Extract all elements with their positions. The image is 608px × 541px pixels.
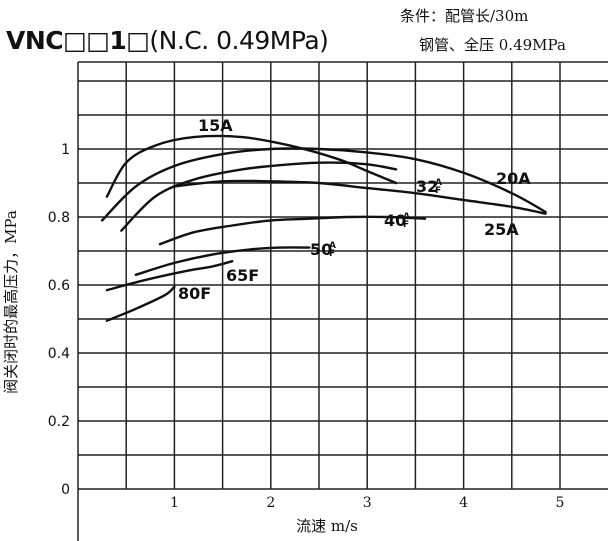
- series-label-suffix-top: A: [435, 178, 442, 188]
- series-label-32a-f: 32: [416, 177, 438, 196]
- curves: [100, 134, 547, 322]
- series-label-suffix-bottom: F: [435, 186, 441, 196]
- series-line-40a-f: [158, 215, 427, 246]
- y-tick-label: 0.4: [48, 346, 70, 362]
- y-tick-label: 0.8: [48, 210, 70, 226]
- grid: [77, 61, 608, 541]
- condition-line-1: 条件：配管长/30m: [400, 7, 529, 25]
- series-label-80f: 80F: [178, 284, 211, 303]
- x-tick-label: 5: [556, 495, 565, 511]
- chart-title-main: VNC□□1□: [6, 26, 150, 55]
- series-label-25a: 25A: [484, 220, 519, 239]
- y-tick-label: 0.2: [48, 414, 70, 430]
- y-tick-label: 0.6: [48, 278, 70, 294]
- x-tick-label: 4: [459, 495, 468, 511]
- series-line-15a: [105, 134, 398, 198]
- y-tick-label: 0: [61, 482, 70, 498]
- series-line-32a-f: [120, 161, 398, 232]
- chart-title-sub: (N.C. 0.49MPa): [149, 26, 329, 55]
- chart-title: VNC□□1□(N.C. 0.49MPa): [6, 26, 329, 55]
- condition-line-2: 钢管、全压 0.49MPa: [419, 36, 566, 54]
- series-label-50a-f: 50: [310, 240, 332, 259]
- y-axis-label: 阀关闭时的最高压力，MPa: [2, 210, 20, 394]
- x-tick-label: 3: [363, 495, 372, 511]
- series-label-65f: 65F: [226, 266, 259, 285]
- x-tick-label: 2: [266, 495, 275, 511]
- series-label-suffix-bottom: F: [329, 249, 335, 259]
- series-label-suffix-top: A: [403, 212, 410, 222]
- series-line-25a: [173, 179, 547, 215]
- x-tick-label: 1: [170, 495, 179, 511]
- series-label-suffix-top: A: [329, 241, 336, 251]
- x-axis-label: 流速 m/s: [296, 517, 358, 535]
- series-label-suffix-bottom: F: [403, 220, 409, 230]
- series-line-80f: [105, 285, 176, 322]
- series-line-50a-f: [134, 246, 311, 276]
- series-line-20a: [100, 147, 547, 222]
- tick-labels: 0 0.2 0.4 0.6 0.8 1 1 2 3 4 5: [48, 142, 565, 511]
- y-tick-label: 1: [61, 142, 70, 158]
- series-label-15a: 15A: [198, 116, 233, 135]
- series-label-40a-f: 40: [384, 211, 406, 230]
- series-label-20a: 20A: [496, 169, 531, 188]
- series-line-65f: [105, 260, 234, 292]
